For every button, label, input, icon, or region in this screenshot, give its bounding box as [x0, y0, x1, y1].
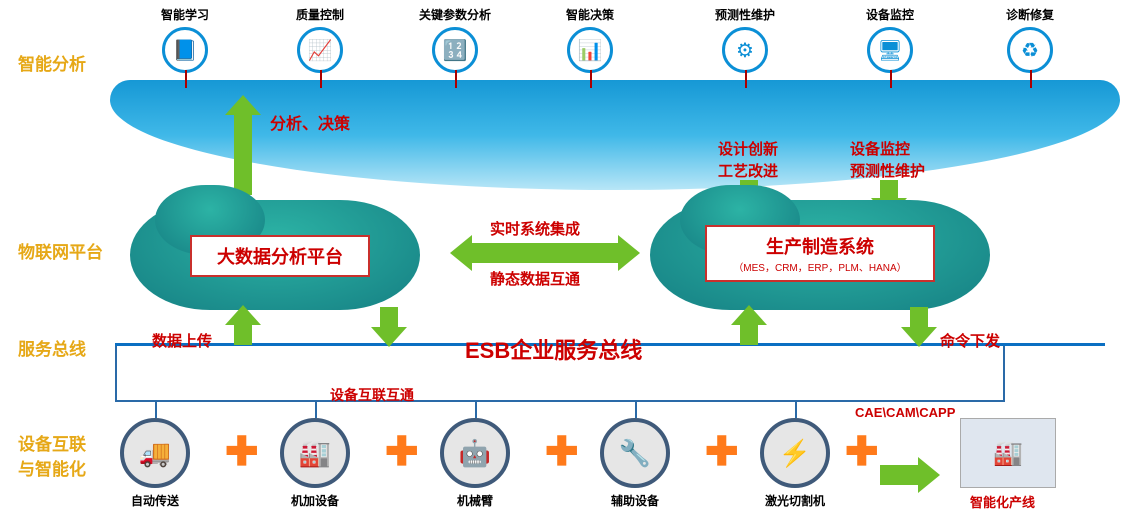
- device-icon: 🤖: [440, 418, 510, 488]
- arr-rcloud-esb-shaft: [910, 307, 928, 327]
- top-node-icon: 📈: [297, 27, 343, 73]
- label-static: 静态数据互通: [490, 268, 580, 289]
- top-node-label: 设备监控: [830, 6, 950, 23]
- arrow-to-smart-line: [880, 465, 920, 485]
- arrow-cloud-to-cloud: [470, 243, 620, 263]
- top-node-label: 诊断修复: [970, 6, 1090, 23]
- cloud-right-subtitle: （MES，CRM，ERP，PLM、HANA）: [721, 259, 919, 274]
- device-bus-tick: [475, 400, 477, 418]
- label-predict: 预测性维护: [850, 160, 925, 181]
- top-node: 智能决策 📊: [530, 6, 650, 73]
- top-node-icon: 🖥: [867, 27, 913, 73]
- top-node: 智能学习 📘: [125, 6, 245, 73]
- device-icon: 🔧: [600, 418, 670, 488]
- label-realtime: 实时系统集成: [490, 218, 580, 239]
- device-bus-tick: [795, 400, 797, 418]
- top-node-drop-line: [590, 70, 592, 88]
- cloud-bar-bg: [110, 80, 1120, 190]
- label-craft: 工艺改进: [718, 160, 778, 181]
- label-esb: ESB企业服务总线: [465, 333, 642, 365]
- arr-esb-lcloud-shaft: [234, 325, 252, 345]
- top-node-label: 预测性维护: [685, 6, 805, 23]
- smart-line-image: 🏭: [960, 418, 1056, 488]
- row-label-devices-2: 与智能化: [18, 455, 86, 480]
- top-node-drop-line: [455, 70, 457, 88]
- bar-text-analyze-decide: 分析、决策: [270, 110, 350, 134]
- label-cae: CAE\CAM\CAPP: [855, 405, 955, 420]
- label-design: 设计创新: [718, 138, 778, 159]
- plus-icon: ✚: [845, 432, 879, 472]
- row-label-iot: 物联网平台: [18, 238, 103, 263]
- label-cmd: 命令下发: [940, 330, 1000, 351]
- top-node: 质量控制 📈: [260, 6, 380, 73]
- label-upload: 数据上传: [152, 330, 212, 351]
- arr-lcloud-esb-shaft: [380, 307, 398, 327]
- top-node-icon: ⚙: [722, 27, 768, 73]
- device-bus-tick: [155, 400, 157, 418]
- label-interconnect: 设备互联互通: [330, 385, 414, 405]
- top-node: 预测性维护 ⚙: [685, 6, 805, 73]
- cloud-left-box: 大数据分析平台: [190, 235, 370, 277]
- row-label-analysis: 智能分析: [18, 50, 86, 75]
- device-label: 机加设备: [270, 492, 360, 509]
- arr-lcloud-esb-head: [371, 327, 407, 347]
- cloud-left-title: 大数据分析平台: [206, 243, 354, 269]
- top-node-label: 关键参数分析: [395, 6, 515, 23]
- device-bus-tick: [315, 400, 317, 418]
- arrow-cloud-to-bar-shaft: [234, 115, 252, 195]
- top-node-label: 智能学习: [125, 6, 245, 23]
- device-label: 自动传送: [110, 492, 200, 509]
- device-icon: 🚚: [120, 418, 190, 488]
- smart-line-label: 智能化产线: [970, 492, 1035, 511]
- top-node-icon: 🔢: [432, 27, 478, 73]
- arrow-cloud-to-bar-head: [225, 95, 261, 115]
- top-node-label: 智能决策: [530, 6, 650, 23]
- device-label: 辅助设备: [590, 492, 680, 509]
- cloud-right-title: 生产制造系统: [721, 233, 919, 259]
- arr-esb-rcloud-head: [731, 305, 767, 325]
- top-node-drop-line: [185, 70, 187, 88]
- row-label-devices-1: 设备互联: [18, 430, 86, 455]
- cloud-right-box: 生产制造系统 （MES，CRM，ERP，PLM、HANA）: [705, 225, 935, 282]
- device-label: 激光切割机: [750, 492, 840, 509]
- arr-rcloud-esb-head: [901, 327, 937, 347]
- top-node-label: 质量控制: [260, 6, 380, 23]
- top-node: 关键参数分析 🔢: [395, 6, 515, 73]
- device-label: 机械臂: [430, 492, 520, 509]
- device-bus-line: [115, 400, 1005, 402]
- top-node-drop-line: [745, 70, 747, 88]
- plus-icon: ✚: [545, 432, 579, 472]
- device-bus-tick-esb-right: [1003, 346, 1005, 401]
- top-node-drop-line: [890, 70, 892, 88]
- device-bus-tick: [635, 400, 637, 418]
- top-node: 诊断修复 ♻: [970, 6, 1090, 73]
- top-node: 设备监控 🖥: [830, 6, 950, 73]
- arrow-bar-to-rcloud-2-shaft: [880, 180, 898, 198]
- row-label-bus: 服务总线: [18, 335, 86, 360]
- plus-icon: ✚: [225, 432, 259, 472]
- top-node-drop-line: [1030, 70, 1032, 88]
- plus-icon: ✚: [705, 432, 739, 472]
- arr-esb-rcloud-shaft: [740, 325, 758, 345]
- device-bus-tick-esb-left: [115, 346, 117, 401]
- arr-esb-lcloud-head: [225, 305, 261, 325]
- label-monitor: 设备监控: [850, 138, 910, 159]
- plus-icon: ✚: [385, 432, 419, 472]
- device-icon: ⚡: [760, 418, 830, 488]
- top-node-drop-line: [320, 70, 322, 88]
- device-icon: 🏭: [280, 418, 350, 488]
- top-node-icon: ♻: [1007, 27, 1053, 73]
- top-node-icon: 📘: [162, 27, 208, 73]
- top-node-icon: 📊: [567, 27, 613, 73]
